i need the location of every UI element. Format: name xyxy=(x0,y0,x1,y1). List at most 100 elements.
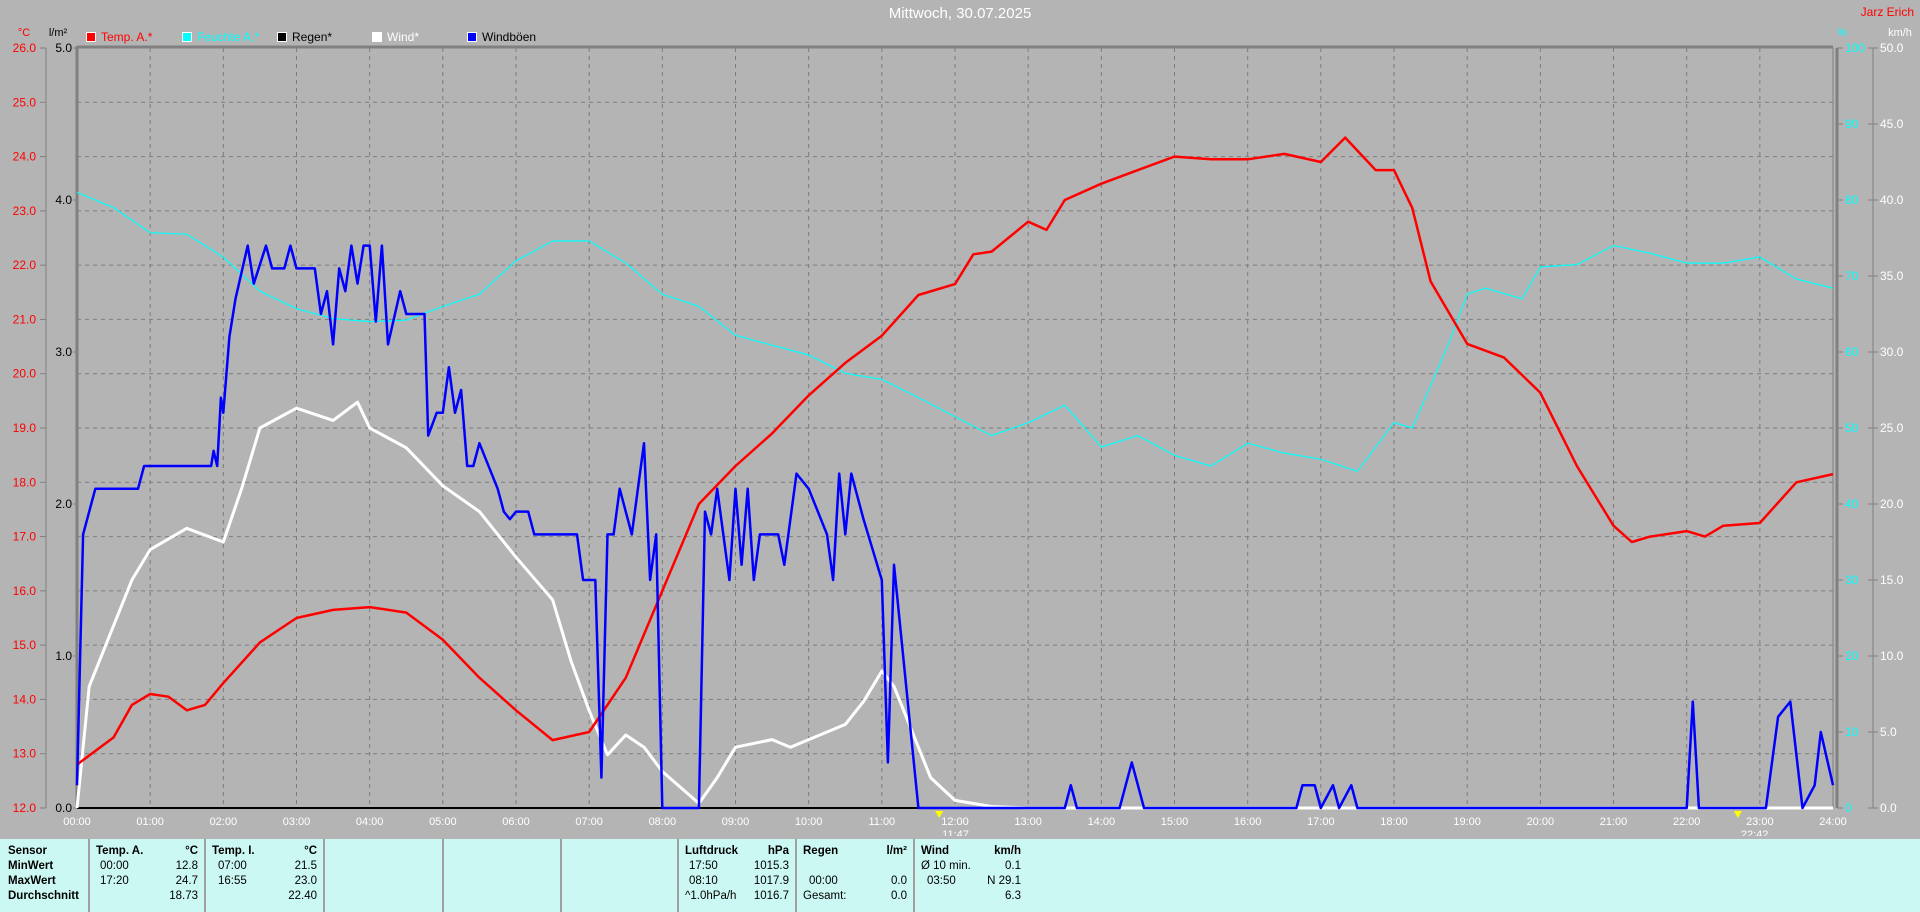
rain-tick-label: 0.0 xyxy=(55,801,72,815)
temp-tick-label: 12.0 xyxy=(13,801,37,815)
humidity-tick-label: 50 xyxy=(1845,421,1859,435)
x-tick-label: 11:00 xyxy=(868,816,895,828)
rain-tick-label: 1.0 xyxy=(55,649,72,663)
temp-i-header: Temp. I. xyxy=(212,845,255,857)
temp-a-avg: 18.73 xyxy=(169,890,198,902)
pressure-min-time: 17:50 xyxy=(689,860,718,872)
legend-swatch-icon xyxy=(467,32,477,42)
temp-tick-label: 14.0 xyxy=(13,692,37,706)
temp-i-avg: 22.40 xyxy=(288,890,317,902)
temp-tick-label: 23.0 xyxy=(13,204,37,218)
row-label-min: MinWert xyxy=(8,860,54,872)
pressure-max: 1017.9 xyxy=(753,875,789,887)
rain-unit-label: l/m² xyxy=(49,27,68,39)
col-empty-3 xyxy=(562,839,679,912)
temp-a-min: 12.8 xyxy=(175,860,198,872)
x-tick-label: 24:00 xyxy=(1819,816,1847,828)
pressure-avg: 1016.7 xyxy=(753,890,789,902)
legend-swatch-icon xyxy=(277,32,287,42)
col-pressure: Luftdruck hPa 17:50 1015.3 08:10 1017.9 … xyxy=(679,839,797,912)
humidity-tick-label: 70 xyxy=(1845,269,1859,283)
col-empty-1 xyxy=(325,839,444,912)
wind-tick-label: 30.0 xyxy=(1880,345,1904,359)
x-tick-label: 13:00 xyxy=(1014,816,1042,828)
temp-tick-label: 18.0 xyxy=(13,475,37,489)
legend-temp: Temp. A.* xyxy=(86,30,152,44)
x-tick-label: 05:00 xyxy=(429,816,457,828)
temp-tick-label: 13.0 xyxy=(13,747,37,761)
pressure-header: Luftdruck xyxy=(685,845,739,857)
legend-humidity: Feuchte A.* xyxy=(182,30,259,44)
humidity-tick-label: 10 xyxy=(1845,725,1859,739)
x-tick-label: 03:00 xyxy=(283,816,311,828)
wind-tick-label: 25.0 xyxy=(1880,421,1904,435)
x-tick-label: 14:00 xyxy=(1088,816,1116,828)
temp-tick-label: 16.0 xyxy=(13,584,37,598)
temp-i-max-time: 16:55 xyxy=(218,875,247,887)
wind-tick-label: 20.0 xyxy=(1880,497,1904,511)
series-humidity-1 xyxy=(76,191,1834,472)
wind-tick-label: 5.0 xyxy=(1880,725,1897,739)
series-wind-4 xyxy=(75,244,1835,810)
marker-label: 11:47 xyxy=(942,829,969,836)
rain-tick-label: 4.0 xyxy=(55,193,72,207)
rain-header: Regen xyxy=(803,845,839,857)
wind-max: N 29.1 xyxy=(987,875,1021,887)
temp-tick-label: 19.0 xyxy=(13,421,37,435)
temp-tick-label: 22.0 xyxy=(13,258,37,272)
x-tick-label: 23:00 xyxy=(1746,816,1774,828)
wind-max-time: 03:50 xyxy=(927,875,956,887)
temp-tick-label: 26.0 xyxy=(13,41,37,55)
x-tick-label: 08:00 xyxy=(649,816,677,828)
pressure-trend: ^1.0hPa/h xyxy=(685,890,737,902)
weather-chart: 12.0 13.0 14.0 15.0 16.0 17.0 18.0 19.0 20.0 21.0… xyxy=(13,27,1912,836)
humidity-tick-label: 90 xyxy=(1845,117,1859,131)
col-rain: Regen l/m² 00:00 0.0 Gesamt: 0.0 xyxy=(797,839,915,912)
sensor-header: Sensor xyxy=(8,845,47,857)
x-tick-label: 01:00 xyxy=(136,816,164,828)
humidity-unit-label: % xyxy=(1837,27,1847,39)
col-temp-a: Temp. A. °C 00:00 12.8 17:20 24.7 18.73 xyxy=(90,839,206,912)
x-tick-label: 00:00 xyxy=(63,816,91,828)
temp-unit-label: °C xyxy=(18,27,30,39)
pressure-unit: hPa xyxy=(767,845,789,857)
col-wind: Wind km/h Ø 10 min. 0.1 03:50 N 29.1 6.3 xyxy=(915,839,1025,912)
marker-icon xyxy=(935,811,944,818)
wind-tick-label: 45.0 xyxy=(1880,117,1904,131)
temp-tick-label: 25.0 xyxy=(13,95,37,109)
rain-max: 0.0 xyxy=(891,875,907,887)
statistics-table: Sensor MinWert MaxWert Durchschnitt Temp… xyxy=(0,839,1920,912)
temp-i-unit: °C xyxy=(304,845,317,857)
temp-a-max: 24.7 xyxy=(175,875,198,887)
x-tick-label: 04:00 xyxy=(356,816,384,828)
x-tick-label: 17:00 xyxy=(1307,816,1335,828)
legend-label: Windböen xyxy=(482,30,537,44)
x-tick-label: 07:00 xyxy=(575,816,603,828)
x-tick-label: 15:00 xyxy=(1161,816,1189,828)
temp-i-min-time: 07:00 xyxy=(218,860,247,872)
wind-avg10-label: Ø 10 min. xyxy=(921,860,971,872)
series-temp-0 xyxy=(76,136,1834,766)
wind-tick-label: 40.0 xyxy=(1880,193,1904,207)
col-empty-2 xyxy=(444,839,562,912)
x-tick-label: 12:00 xyxy=(941,816,969,828)
pressure-min: 1015.3 xyxy=(753,860,789,872)
marker-icon xyxy=(1733,811,1742,818)
wind-tick-label: 15.0 xyxy=(1880,573,1904,587)
temp-tick-label: 15.0 xyxy=(13,638,37,652)
row-label-max: MaxWert xyxy=(8,875,56,887)
x-tick-label: 06:00 xyxy=(502,816,530,828)
humidity-tick-label: 60 xyxy=(1845,345,1859,359)
rain-unit: l/m² xyxy=(886,845,907,857)
wind-unit: km/h xyxy=(994,845,1021,857)
temp-a-min-time: 00:00 xyxy=(100,860,129,872)
wind-avg10: 0.1 xyxy=(1005,860,1021,872)
legend-swatch-icon xyxy=(372,32,382,42)
humidity-tick-label: 0 xyxy=(1845,801,1852,815)
wind-header: Wind xyxy=(921,845,949,857)
legend-label: Feuchte A.* xyxy=(197,30,260,44)
temp-a-header: Temp. A. xyxy=(96,845,144,857)
wind-tick-label: 50.0 xyxy=(1880,41,1904,55)
temp-tick-label: 24.0 xyxy=(13,150,37,164)
legend-swatch-icon xyxy=(182,32,192,42)
